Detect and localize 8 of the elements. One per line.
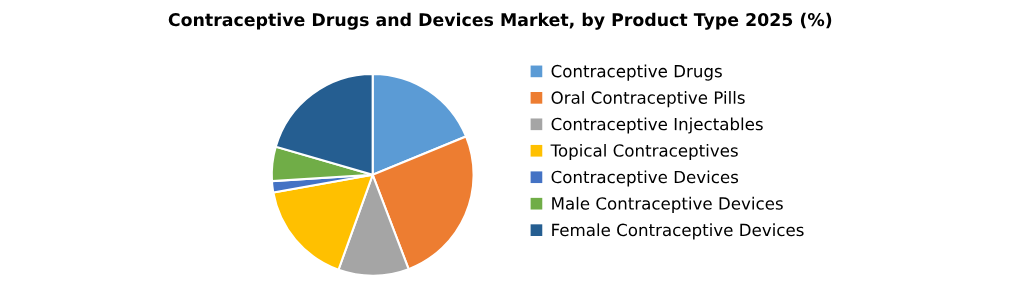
legend-label: Oral Contraceptive Pills xyxy=(551,91,745,108)
chart-title: Contraceptive Drugs and Devices Market, by Product Type 2025 (%) xyxy=(168,12,832,30)
legend-label: Male Contraceptive Devices xyxy=(552,196,783,213)
legend-label: Contraceptive Injectables xyxy=(551,117,763,134)
legend-label: Contraceptive Devices xyxy=(551,170,739,187)
legend-label: Contraceptive Drugs xyxy=(551,64,722,81)
legend-label: Topical Contraceptives xyxy=(550,143,738,161)
legend-label: Female Contraceptive Devices xyxy=(552,223,804,240)
